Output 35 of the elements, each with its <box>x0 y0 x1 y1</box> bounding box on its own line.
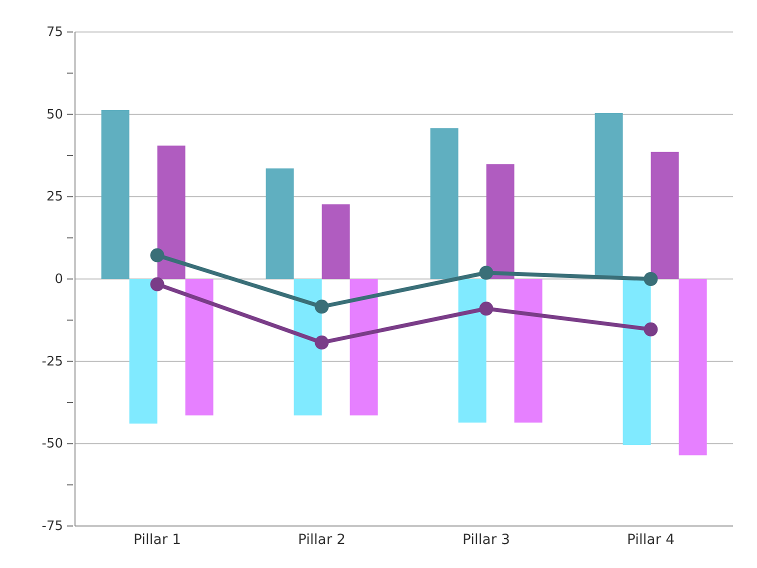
y-tick-label: 50 <box>46 107 63 122</box>
x-tick-label: Pillar 4 <box>627 532 675 548</box>
bar <box>486 164 514 279</box>
point <box>644 322 658 336</box>
y-tick-label: -50 <box>42 436 63 452</box>
bar <box>266 168 294 279</box>
y-tick-label: 25 <box>46 190 63 205</box>
y-tick-label: 75 <box>46 25 63 40</box>
x-tick-label: Pillar 3 <box>462 532 510 548</box>
point <box>479 302 494 316</box>
bar <box>594 113 623 279</box>
bar <box>294 279 322 416</box>
bar <box>622 279 651 445</box>
y-tick-label: 0 <box>54 272 63 287</box>
bar <box>101 110 130 279</box>
x-tick-label: Pillar 2 <box>298 532 346 548</box>
bar <box>650 152 679 279</box>
x-tick-label: Pillar 1 <box>134 532 181 548</box>
point <box>150 277 164 292</box>
bar <box>514 279 542 423</box>
point <box>644 272 658 286</box>
bar <box>678 279 707 456</box>
bar <box>350 279 378 416</box>
bar <box>157 146 186 279</box>
bar <box>458 279 486 423</box>
point <box>314 336 329 350</box>
y-tick-label: -75 <box>42 519 63 534</box>
bar <box>129 279 158 424</box>
bar <box>185 279 214 416</box>
bar <box>322 204 350 279</box>
point <box>150 248 164 262</box>
point <box>314 300 329 314</box>
y-tick-label: -25 <box>42 354 63 370</box>
point <box>479 266 494 280</box>
bar <box>430 128 458 279</box>
